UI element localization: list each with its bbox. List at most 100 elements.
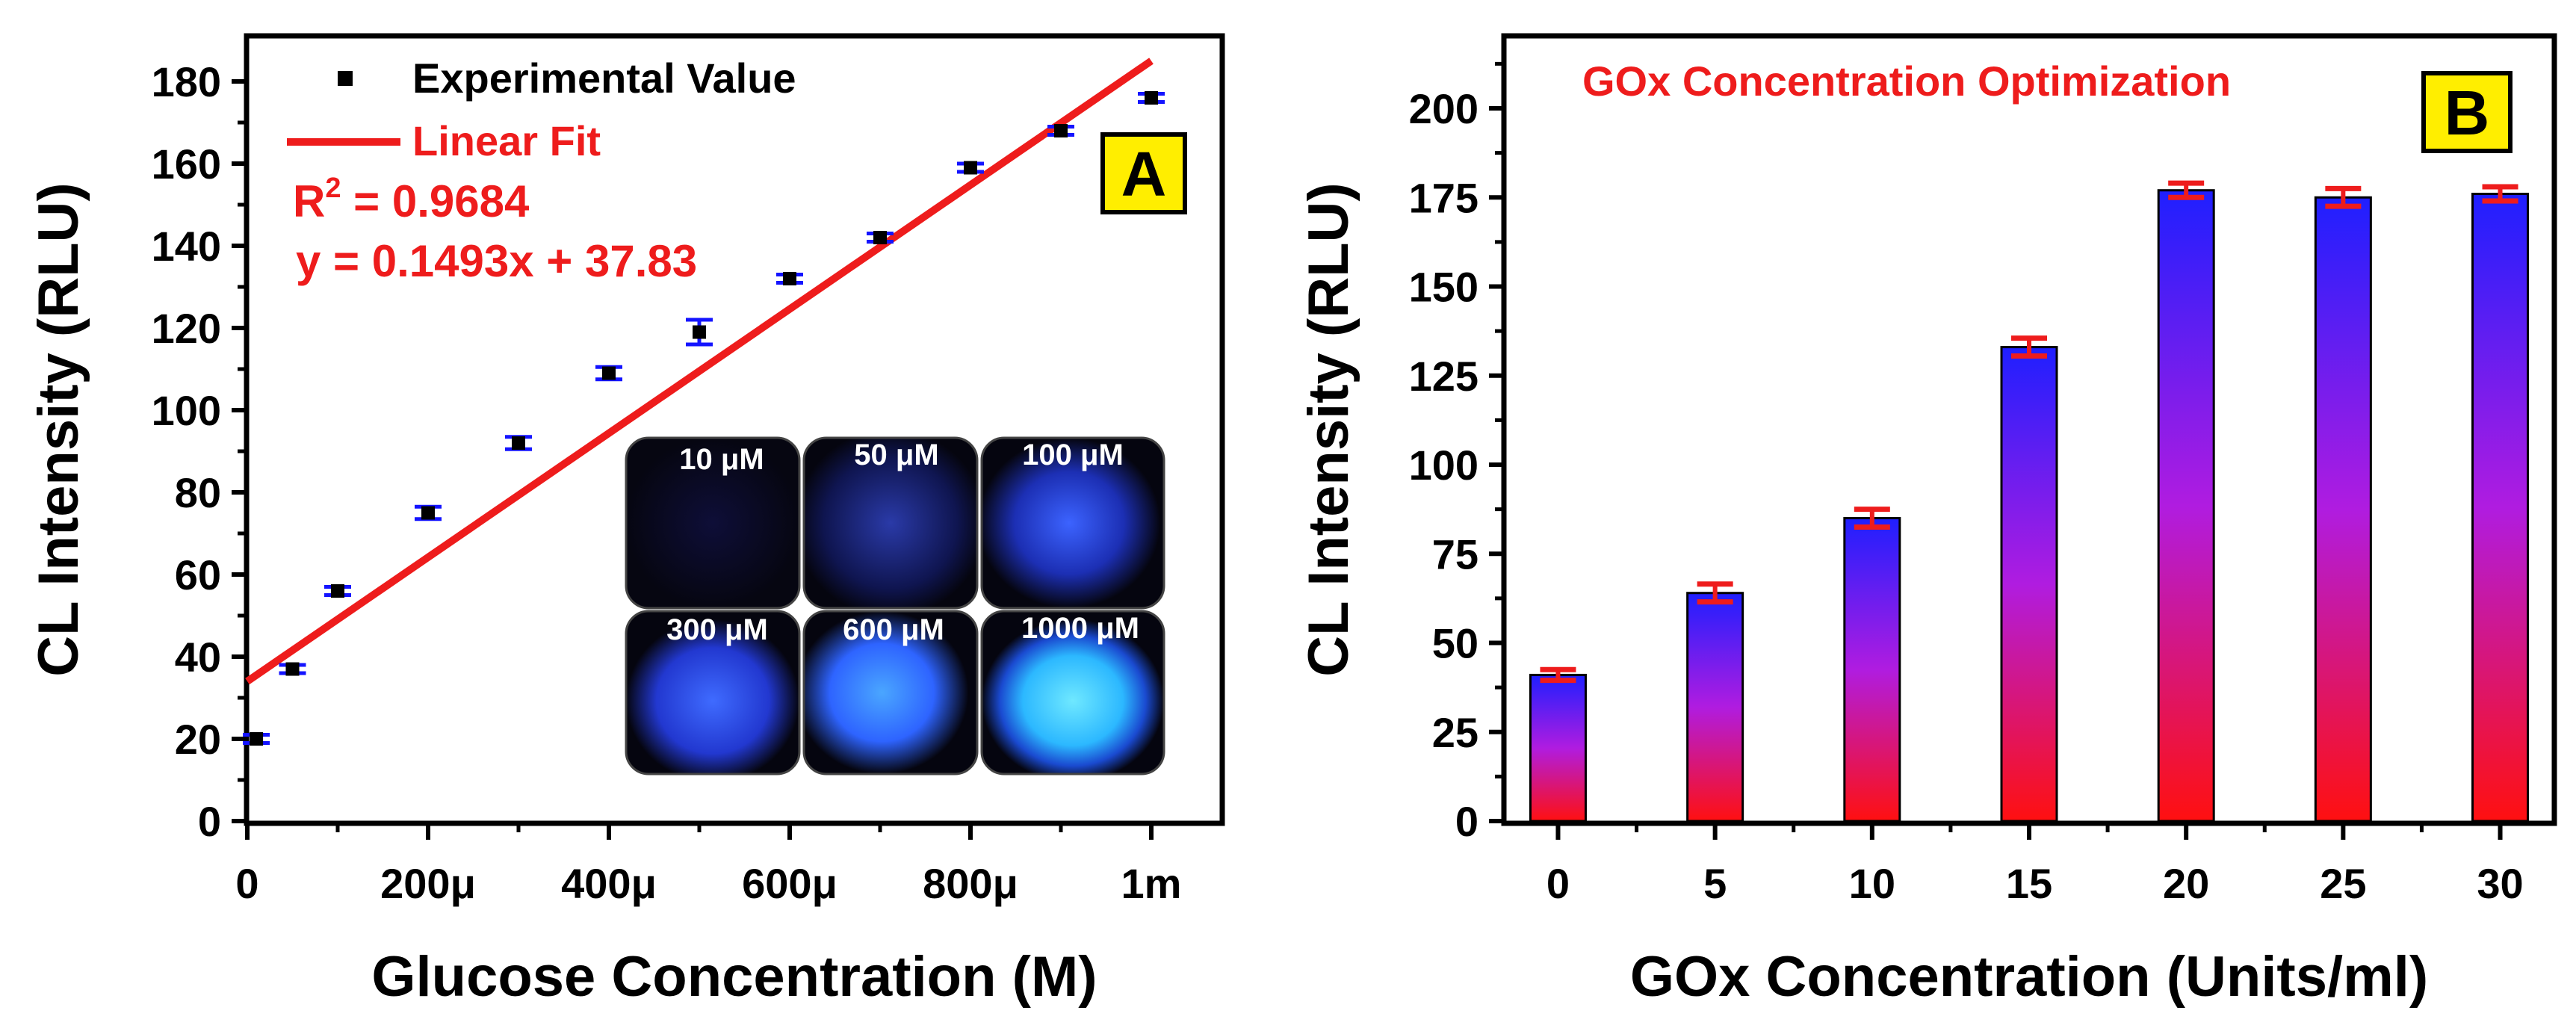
bar-group [1529,666,1587,823]
panel-a-axes-frame [244,33,1225,826]
legend-experimental-label: Experimental Value [412,55,796,102]
y-tick-label: 25 [1432,709,1479,756]
x-tick-label: 800μ [923,860,1018,907]
panel-b-x-axis-title: GOx Concentration (Units/ml) [1630,945,2428,1009]
inset-well-1000um [980,610,1165,776]
panel-b-ticks: 0 25 50 75 100 125 150 175 200 0 5 10 15 20 25 30 [1409,61,2524,907]
data-point [243,732,270,746]
panel-a-fit [245,58,1154,685]
bar [2000,346,2058,823]
panel-b-title: GOx Concentration Optimization [1582,58,2231,105]
data-marker [693,325,706,339]
inset-well-100um [980,436,1165,610]
panel-b-bars [1529,180,2530,823]
panel-b-label: B [2445,78,2490,148]
y-tick-label: 180 [152,58,221,105]
bar [1686,592,1744,823]
data-point [415,504,442,521]
y-tick-label: 100 [152,387,221,434]
data-marker [250,732,264,746]
panel-a: 0 20 40 60 80 100 120 140 160 180 0 200μ 400μ 600μ 800… [27,33,1225,1009]
x-tick-label: 25 [2320,860,2366,907]
data-point [505,435,532,451]
y-tick-label: 120 [152,305,221,352]
panel-a-label-box [1100,132,1187,214]
bar [1843,517,1901,823]
data-marker [783,272,796,285]
panel-a-label: A [1121,139,1167,209]
data-marker [421,506,435,520]
inset-label-1000um: 1000 μM [1021,612,1139,645]
y-tick-label: 125 [1409,353,1479,400]
y-tick-label: 50 [1432,620,1479,667]
legend-fit-label: Linear Fit [412,117,601,164]
bar [1529,673,1587,823]
data-point [1047,124,1074,137]
panel-b-y-axis-title: CL Intensity (RLU) [1297,182,1360,676]
panel-b-label-box [2421,71,2512,153]
bar-group [1686,581,1744,823]
panel-a-data-points [243,91,1165,746]
r-squared-annotation: R2 = 0.9684 [293,173,530,226]
inset-label-100um: 100 μM [1022,439,1124,471]
y-tick-label: 200 [1409,85,1479,132]
x-tick-label: 15 [2006,860,2052,907]
y-tick-label: 100 [1409,442,1479,489]
y-tick-label: 140 [152,223,221,270]
y-tick-label: 160 [152,140,221,188]
data-marker [873,231,887,244]
x-tick-label: 20 [2163,860,2209,907]
inset-label-50um: 50 μM [854,439,938,471]
y-tick-label: 20 [175,716,221,763]
data-marker [285,662,300,676]
x-tick-label: 0 [1546,860,1570,907]
data-point [776,272,803,285]
data-marker [512,436,525,450]
data-point [686,318,713,347]
data-marker [964,161,977,175]
legend-marker-square [338,71,353,86]
inset-well-300um [625,610,801,776]
data-marker [1145,91,1158,105]
x-tick-label: 10 [1849,860,1895,907]
y-tick-label: 60 [175,551,221,598]
x-tick-label: 1m [1121,860,1182,907]
data-marker [331,584,344,598]
inset-well-10um [625,436,801,610]
data-point [324,584,351,598]
y-tick-label: 0 [198,798,221,845]
data-marker [1054,124,1068,137]
y-tick-label: 80 [175,469,221,516]
panel-a-x-axis-title: Glucose Concentration (M) [371,945,1097,1009]
y-tick-label: 40 [175,634,221,681]
inset-well-600um [802,610,979,776]
x-tick-label: 5 [1703,860,1727,907]
data-point [957,161,984,175]
x-tick-label: 0 [235,860,258,907]
inset-photo-grid: 10 μM 50 μM 100 μM 300 μM 600 μM 1000 μM [625,436,1165,776]
data-point [595,365,622,382]
linear-fit-line [245,58,1154,685]
fit-equation-annotation: y = 0.1493x + 37.83 [296,236,697,286]
data-point [1138,91,1165,105]
bar-group [1843,507,1901,823]
x-tick-label: 200μ [380,860,476,907]
x-tick-label: 400μ [561,860,657,907]
inset-label-10um: 10 μM [679,443,764,476]
panel-a-legend: Experimental Value Linear Fit [287,55,796,164]
bar-group [2000,335,2058,823]
inset-well-50um [802,436,979,610]
y-tick-label: 175 [1409,174,1479,221]
data-point [867,231,894,244]
panel-b: 0 25 50 75 100 125 150 175 200 0 5 10 15 20 25 30 GOx C… [1297,33,2557,1009]
inset-label-600um: 600 μM [843,613,944,646]
data-marker [602,366,616,380]
bar-group [2157,180,2215,823]
panel-a-y-axis-title: CL Intensity (RLU) [27,182,90,676]
x-tick-label: 30 [2477,860,2523,907]
bar [2157,189,2215,823]
panel-a-ticks: 0 20 40 60 80 100 120 140 160 180 0 200μ 400μ 600μ 800… [152,58,1182,907]
data-point [279,662,306,676]
inset-label-300um: 300 μM [666,613,768,646]
